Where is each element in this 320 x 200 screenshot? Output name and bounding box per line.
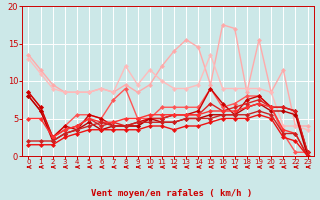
Text: Vent moyen/en rafales ( km/h ): Vent moyen/en rafales ( km/h )	[91, 189, 252, 198]
